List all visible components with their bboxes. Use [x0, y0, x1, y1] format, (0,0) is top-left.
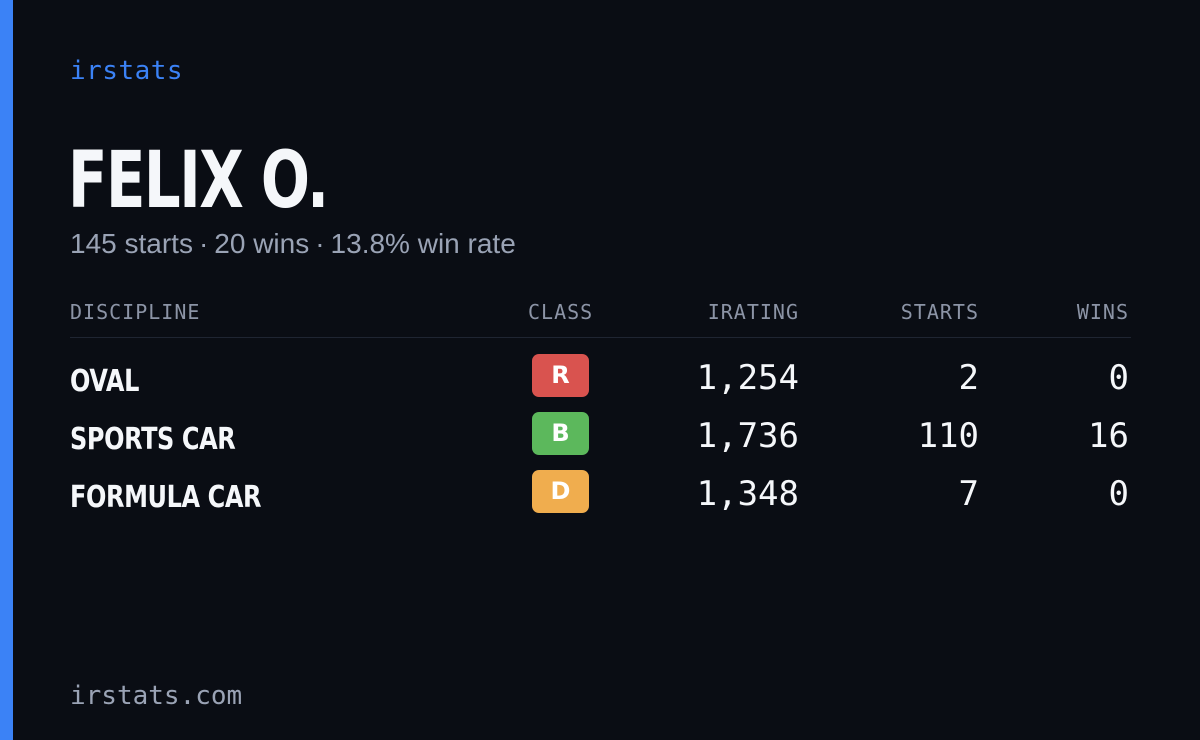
row-wins: 16 — [1088, 416, 1129, 456]
table-header-row: DISCIPLINE CLASS IRATING STARTS WINS — [70, 298, 1131, 338]
table-row: OVAL R 1,254 2 0 — [70, 338, 1131, 399]
header-discipline: DISCIPLINE — [70, 300, 201, 324]
table-row: SPORTS CAR B 1,736 110 16 — [70, 396, 1131, 457]
driver-name: FELIX O. — [68, 136, 329, 226]
row-discipline: OVAL — [70, 364, 139, 399]
header-irating: IRATING — [707, 300, 799, 324]
brand-logo: irstats — [70, 56, 184, 86]
summary-starts: 145 starts — [70, 228, 193, 259]
row-wins: 0 — [1108, 358, 1129, 398]
header-starts: STARTS — [900, 300, 979, 324]
summary-separator: · — [198, 228, 209, 259]
driver-summary: 145 starts · 20 wins · 13.8% win rate — [70, 228, 516, 260]
row-irating: 1,254 — [696, 358, 799, 398]
summary-separator: · — [315, 228, 325, 259]
row-irating: 1,348 — [696, 474, 799, 514]
row-discipline: FORMULA CAR — [70, 480, 262, 515]
table-row: FORMULA CAR D 1,348 7 0 — [70, 454, 1131, 515]
row-irating: 1,736 — [696, 416, 799, 456]
row-starts: 110 — [917, 416, 979, 456]
accent-bar — [0, 0, 13, 740]
row-starts: 7 — [958, 474, 979, 514]
summary-win-rate: 13.8% win rate — [330, 228, 516, 259]
header-wins: WINS — [1076, 300, 1129, 324]
footer-url: irstats.com — [70, 681, 243, 711]
discipline-table: DISCIPLINE CLASS IRATING STARTS WINS OVA… — [70, 298, 1131, 515]
class-badge: R — [532, 354, 589, 397]
row-discipline: SPORTS CAR — [70, 422, 236, 457]
row-starts: 2 — [958, 358, 979, 398]
row-wins: 0 — [1108, 474, 1129, 514]
header-class: CLASS — [528, 300, 594, 324]
class-badge: B — [532, 412, 589, 455]
summary-wins: 20 wins — [214, 228, 310, 259]
class-badge: D — [532, 470, 589, 513]
